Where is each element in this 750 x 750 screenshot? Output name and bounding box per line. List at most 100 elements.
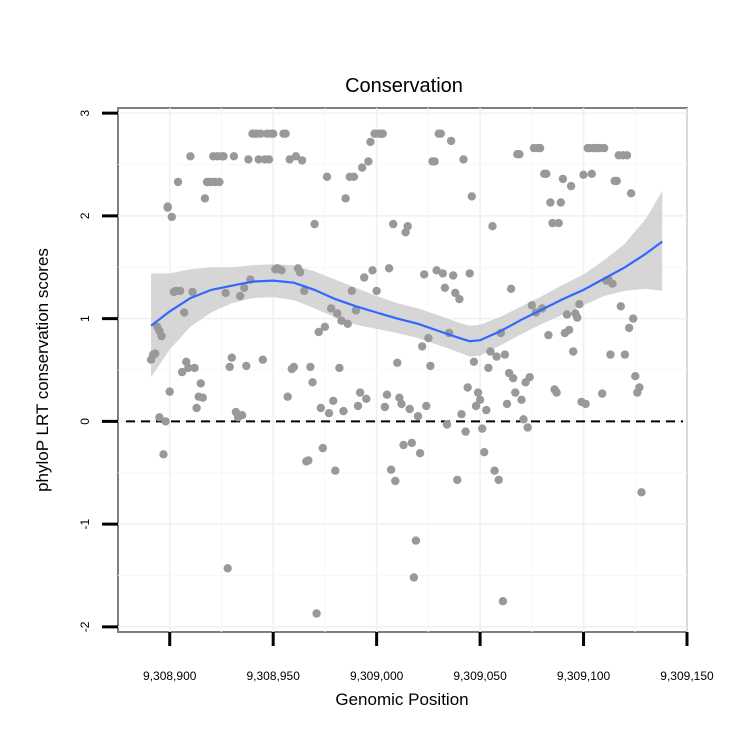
smooth-fit-line	[150, 240, 663, 343]
data-point	[463, 383, 472, 392]
data-point	[397, 399, 406, 409]
data-point	[281, 129, 290, 138]
data-point	[391, 476, 400, 486]
data-point	[626, 189, 636, 198]
data-point	[244, 155, 253, 164]
data-point	[600, 143, 609, 153]
data-point	[473, 388, 483, 397]
data-point	[223, 564, 232, 573]
data-point	[436, 129, 445, 138]
data-point	[300, 286, 309, 296]
data-point	[159, 450, 168, 459]
data-point	[407, 438, 416, 448]
data-point	[196, 379, 205, 388]
data-point	[283, 392, 292, 401]
data-point	[389, 219, 398, 229]
data-point	[449, 271, 458, 280]
data-point	[484, 363, 493, 373]
data-point	[175, 286, 185, 296]
data-point	[587, 169, 596, 178]
data-point	[517, 395, 526, 404]
data-point	[200, 194, 210, 203]
data-point	[229, 152, 239, 161]
y-tick-label: 0	[78, 418, 92, 425]
data-point	[399, 440, 408, 450]
data-point	[432, 266, 441, 275]
data-point	[186, 152, 195, 161]
data-point	[405, 404, 414, 414]
data-point	[579, 170, 588, 179]
data-point	[320, 322, 330, 331]
data-point	[242, 361, 251, 371]
data-point	[573, 313, 582, 322]
data-point	[424, 333, 433, 343]
data-point	[535, 143, 545, 153]
data-point	[297, 156, 307, 165]
smooth-line-layer	[150, 240, 663, 343]
data-point	[461, 427, 470, 436]
data-point	[564, 325, 574, 335]
x-axis: 9,308,900 9,308,950 9,309,000 9,309,050 9,30…	[143, 632, 714, 683]
data-point	[465, 269, 474, 278]
data-point	[269, 129, 278, 138]
data-point	[418, 342, 427, 351]
data-point	[329, 396, 338, 405]
data-point	[426, 361, 435, 371]
x-tick-label: 9,309,050	[453, 669, 507, 683]
data-point	[523, 423, 532, 432]
data-point	[467, 192, 476, 201]
data-point	[339, 406, 348, 416]
data-point	[335, 363, 344, 373]
data-point	[598, 389, 607, 398]
data-point	[548, 218, 557, 228]
data-point	[624, 323, 634, 333]
data-point	[180, 308, 189, 317]
data-point	[157, 331, 166, 341]
y-tick-label: 2	[78, 212, 92, 219]
data-point	[163, 203, 172, 212]
data-point	[475, 395, 485, 404]
data-point	[258, 355, 267, 364]
data-point	[151, 349, 160, 358]
data-point	[353, 401, 363, 411]
y-tick-label: -1	[78, 518, 92, 529]
data-point	[527, 301, 536, 310]
data-point	[351, 306, 361, 315]
data-point	[629, 314, 638, 323]
data-point	[256, 129, 265, 138]
data-point	[221, 288, 230, 298]
data-point	[403, 222, 412, 231]
data-point	[486, 347, 495, 356]
data-point	[635, 383, 644, 392]
data-point	[525, 373, 534, 382]
data-point	[451, 288, 460, 298]
data-point	[608, 279, 617, 288]
data-point	[500, 350, 510, 359]
data-point	[637, 488, 646, 497]
data-point	[240, 283, 249, 292]
data-point	[277, 266, 286, 275]
data-point	[554, 218, 563, 228]
data-point	[198, 393, 207, 402]
data-point	[192, 403, 201, 413]
x-axis-label: Genomic Position	[335, 690, 468, 709]
data-point	[480, 448, 489, 457]
data-point	[337, 316, 346, 325]
data-point	[569, 347, 578, 356]
y-axis: -2 -1 0 1 2 3	[78, 109, 118, 632]
data-point	[490, 466, 499, 475]
data-point	[349, 172, 359, 181]
data-point	[285, 155, 294, 164]
data-point	[184, 363, 193, 373]
confidence-band-layer	[151, 191, 663, 378]
data-point	[606, 350, 615, 359]
data-point	[225, 362, 234, 372]
data-point	[347, 286, 356, 296]
x-tick-label: 9,308,950	[246, 669, 300, 683]
y-tick-label: 3	[78, 109, 92, 116]
data-point	[333, 309, 342, 318]
data-point	[430, 157, 439, 166]
data-point	[215, 177, 224, 187]
data-point	[440, 283, 450, 292]
